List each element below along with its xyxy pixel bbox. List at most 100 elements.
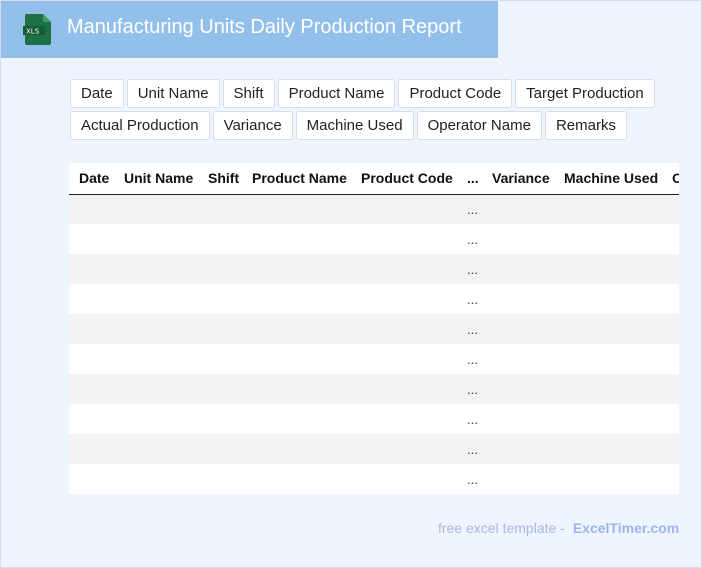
table-cell: [351, 464, 457, 494]
table-cell: [482, 224, 554, 254]
table-cell: [242, 284, 351, 314]
table-row: ...: [69, 284, 679, 314]
table-cell: [554, 224, 662, 254]
table-cell: [198, 314, 242, 344]
table-cell: ...: [467, 291, 478, 307]
table-cell: [554, 464, 662, 494]
table-cell: ...: [467, 351, 478, 367]
table-cell: [662, 374, 679, 404]
table-cell: [554, 404, 662, 434]
column-header[interactable]: Machine Used: [554, 163, 662, 195]
table-cell: [242, 464, 351, 494]
column-header[interactable]: Product Name: [242, 163, 351, 195]
table-cell: [482, 314, 554, 344]
table-cell: [482, 284, 554, 314]
table-cell: [482, 344, 554, 374]
column-chip[interactable]: Shift: [222, 79, 275, 108]
table-cell: [351, 344, 457, 374]
table-cell: [114, 224, 198, 254]
table-cell: [482, 434, 554, 464]
table-cell: [242, 254, 351, 284]
table-cell: ...: [457, 314, 482, 344]
table-cell: [662, 224, 679, 254]
table-row: ...: [69, 434, 679, 464]
table-cell: [351, 194, 457, 224]
column-chip[interactable]: Actual Production: [70, 111, 210, 140]
table-cell: [114, 374, 198, 404]
table-cell: [242, 344, 351, 374]
table-cell: [554, 314, 662, 344]
table-cell: ...: [457, 194, 482, 224]
column-chip[interactable]: Product Code: [398, 79, 513, 108]
column-chip[interactable]: Unit Name: [126, 79, 220, 108]
column-chip[interactable]: Date: [70, 79, 124, 108]
table-row: ...: [69, 194, 679, 224]
column-chip[interactable]: Remarks: [544, 111, 627, 140]
column-header[interactable]: Product Code: [351, 163, 457, 195]
footer: free excel template - ExcelTimer.com: [438, 520, 679, 536]
table-cell: [662, 434, 679, 464]
column-header[interactable]: Variance: [482, 163, 554, 195]
column-chip[interactable]: Variance: [212, 111, 293, 140]
table-cell: [114, 464, 198, 494]
column-chip[interactable]: Product Name: [277, 79, 396, 108]
column-header[interactable]: Operator Name: [662, 163, 679, 195]
table-cell: [198, 344, 242, 374]
table-cell: [351, 434, 457, 464]
table-cell: [242, 434, 351, 464]
table-row: ...: [69, 344, 679, 374]
table-cell: [69, 224, 114, 254]
table-cell: [69, 194, 114, 224]
table-cell: ...: [457, 374, 482, 404]
table-cell: [662, 464, 679, 494]
column-header[interactable]: Unit Name: [114, 163, 198, 195]
column-header[interactable]: ...: [457, 163, 482, 195]
table-cell: ...: [467, 231, 478, 247]
table-row: ...: [69, 464, 679, 494]
column-chip[interactable]: Target Production: [515, 79, 655, 108]
table-cell: ...: [457, 254, 482, 284]
table-cell: [351, 224, 457, 254]
table-cell: [554, 254, 662, 284]
table-cell: [198, 284, 242, 314]
table-cell: [198, 434, 242, 464]
table-cell: [114, 314, 198, 344]
table-cell: [242, 194, 351, 224]
column-header[interactable]: Date: [69, 163, 114, 195]
table-cell: [69, 344, 114, 374]
column-chip[interactable]: Machine Used: [295, 111, 414, 140]
table-cell: [114, 434, 198, 464]
column-header[interactable]: Shift: [198, 163, 242, 195]
table-cell: [114, 254, 198, 284]
footer-brand-link[interactable]: ExcelTimer.com: [572, 520, 680, 536]
table-cell: [662, 314, 679, 344]
table-header-row: Date Unit Name Shift Product Name Product Co…: [69, 163, 679, 195]
table-cell: [554, 434, 662, 464]
page-title: Manufacturing Units Daily Production Rep…: [67, 16, 462, 38]
table-cell: [351, 254, 457, 284]
table-cell: [554, 194, 662, 224]
table-cell: [662, 284, 679, 314]
table-cell: [69, 404, 114, 434]
table-cell: [69, 374, 114, 404]
table-cell: [554, 344, 662, 374]
table-cell: [198, 374, 242, 404]
table-cell: [198, 194, 242, 224]
table-cell: [198, 224, 242, 254]
table-row: ...: [69, 224, 679, 254]
table-cell: [114, 194, 198, 224]
footer-text: free excel template -: [438, 520, 565, 536]
column-chip[interactable]: Operator Name: [416, 111, 542, 140]
title-banner: XLS Manufacturing Units Daily Production…: [1, 1, 498, 58]
table-cell: [114, 404, 198, 434]
table-cell: [69, 434, 114, 464]
table-cell: [662, 344, 679, 374]
table-cell: [662, 254, 679, 284]
table-cell: [69, 464, 114, 494]
table-cell: ...: [457, 434, 482, 464]
table-cell: [351, 374, 457, 404]
table-cell: [69, 314, 114, 344]
table-row: ...: [69, 374, 679, 404]
table-cell: [69, 284, 114, 314]
column-chips: Date Unit Name Shift Product Name Product Co…: [70, 79, 670, 140]
